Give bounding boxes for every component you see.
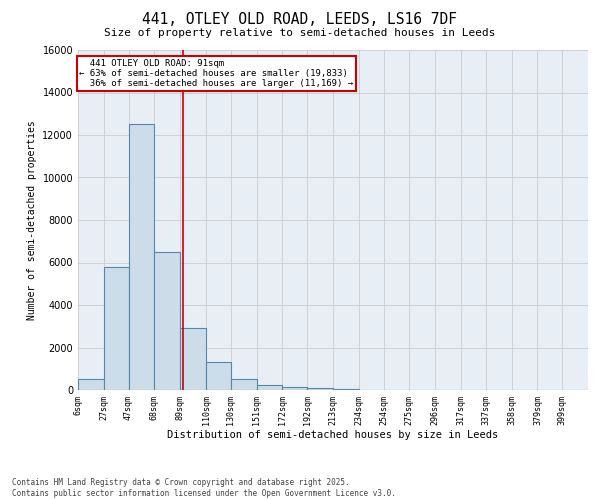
Bar <box>180 328 206 390</box>
Bar <box>128 124 154 390</box>
Text: 441, OTLEY OLD ROAD, LEEDS, LS16 7DF: 441, OTLEY OLD ROAD, LEEDS, LS16 7DF <box>143 12 458 28</box>
Y-axis label: Number of semi-detached properties: Number of semi-detached properties <box>27 120 37 320</box>
Bar <box>231 380 257 390</box>
Bar <box>104 267 128 390</box>
Text: 441 OTLEY OLD ROAD: 91sqm
← 63% of semi-detached houses are smaller (19,833)
  3: 441 OTLEY OLD ROAD: 91sqm ← 63% of semi-… <box>79 58 353 88</box>
Bar <box>307 388 333 390</box>
Bar <box>257 384 283 390</box>
Bar <box>154 252 180 390</box>
Text: Contains HM Land Registry data © Crown copyright and database right 2025.
Contai: Contains HM Land Registry data © Crown c… <box>12 478 396 498</box>
Bar <box>283 387 307 390</box>
Text: Size of property relative to semi-detached houses in Leeds: Size of property relative to semi-detach… <box>104 28 496 38</box>
X-axis label: Distribution of semi-detached houses by size in Leeds: Distribution of semi-detached houses by … <box>167 430 499 440</box>
Bar <box>206 362 231 390</box>
Bar <box>78 380 104 390</box>
Bar <box>333 389 359 390</box>
